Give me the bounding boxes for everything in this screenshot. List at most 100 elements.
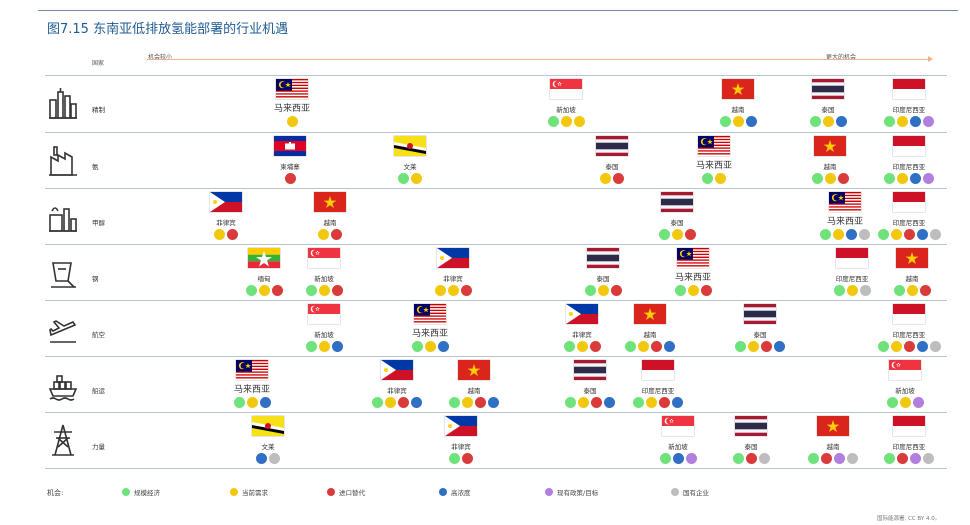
opportunity-dot bbox=[903, 229, 915, 240]
country-label: 越南 bbox=[826, 443, 840, 451]
opportunity-dot bbox=[610, 285, 622, 296]
row-divider bbox=[45, 188, 947, 189]
opportunity-dot bbox=[411, 173, 422, 184]
opportunity-dot bbox=[916, 229, 928, 240]
country-label: 越南 bbox=[823, 163, 837, 171]
row-divider bbox=[45, 468, 947, 469]
opportunity-dots bbox=[735, 341, 785, 352]
opportunity-dots bbox=[732, 453, 770, 464]
opportunity-dot bbox=[684, 229, 696, 240]
opportunity-dots bbox=[702, 173, 726, 184]
opportunity-dot bbox=[475, 397, 486, 408]
opportunity-axis-arrow bbox=[147, 56, 933, 62]
opportunity-dots bbox=[893, 285, 931, 296]
country-label: 菲律宾 bbox=[451, 443, 471, 451]
opportunity-dot bbox=[929, 229, 941, 240]
opportunity-dot bbox=[820, 229, 831, 240]
opportunity-dot bbox=[834, 453, 845, 464]
opportunity-dot bbox=[259, 397, 271, 408]
opportunity-dots bbox=[305, 341, 343, 352]
country-label: 泰国 bbox=[753, 331, 767, 339]
opportunity-dots bbox=[434, 285, 472, 296]
opportunity-dot bbox=[462, 397, 473, 408]
opportunity-dots bbox=[233, 397, 271, 408]
opportunity-dot bbox=[912, 397, 924, 408]
opportunity-dot bbox=[923, 116, 934, 127]
opportunity-dots bbox=[411, 341, 449, 352]
opportunity-dots bbox=[719, 116, 757, 127]
opportunity-dot bbox=[906, 285, 918, 296]
opportunity-dot bbox=[811, 173, 823, 184]
opportunity-dot bbox=[434, 285, 446, 296]
opportunity-dots bbox=[833, 285, 871, 296]
flag-thailand bbox=[596, 136, 628, 156]
country-label: 泰国 bbox=[583, 387, 597, 395]
row-divider bbox=[45, 412, 947, 413]
opportunity-dot bbox=[672, 397, 683, 408]
flag-thailand bbox=[587, 248, 619, 268]
opportunity-dot bbox=[576, 341, 588, 352]
flag-philippines bbox=[445, 416, 477, 436]
country-label: 印度尼西亚 bbox=[892, 219, 926, 227]
opportunity-dot bbox=[372, 397, 383, 408]
opportunity-dot bbox=[700, 285, 712, 296]
flag-singapore bbox=[550, 79, 582, 99]
opportunity-dot bbox=[919, 285, 931, 296]
opportunity-dot bbox=[809, 116, 821, 127]
opportunity-dot bbox=[563, 341, 575, 352]
opportunity-dot bbox=[923, 173, 934, 184]
opportunity-dot bbox=[398, 173, 409, 184]
opportunity-dot bbox=[214, 229, 225, 240]
opportunity-dot bbox=[910, 453, 921, 464]
flag-malaysia bbox=[677, 248, 709, 268]
opportunity-dot bbox=[835, 116, 847, 127]
country-label: 泰国 bbox=[605, 163, 619, 171]
country-label: 菲律宾 bbox=[572, 331, 592, 339]
flag-malaysia bbox=[236, 360, 268, 380]
opportunity-dot bbox=[859, 229, 870, 240]
opportunity-dot bbox=[227, 229, 238, 240]
legend-swatch bbox=[671, 488, 679, 496]
opportunity-dot bbox=[604, 397, 615, 408]
opportunity-dot bbox=[748, 341, 759, 352]
opportunity-dot bbox=[591, 397, 602, 408]
opportunity-dot bbox=[745, 116, 757, 127]
row-divider bbox=[45, 244, 947, 245]
opportunity-dot bbox=[488, 397, 499, 408]
opportunity-dot bbox=[674, 285, 686, 296]
legend-label: 进口替代 bbox=[339, 489, 365, 497]
opportunity-dots bbox=[600, 173, 624, 184]
flag-indonesia bbox=[893, 192, 925, 212]
flag-vietnam bbox=[814, 136, 846, 156]
opportunity-dot bbox=[589, 341, 601, 352]
opportunity-dots bbox=[884, 116, 934, 127]
country-label: 新加坡 bbox=[314, 331, 334, 339]
opportunity-dot bbox=[460, 285, 472, 296]
opportunity-dots bbox=[886, 397, 924, 408]
opportunity-dot bbox=[318, 229, 329, 240]
top-rule bbox=[38, 10, 958, 11]
opportunity-dot bbox=[411, 397, 422, 408]
opportunity-dot bbox=[897, 173, 908, 184]
opportunity-dots bbox=[214, 229, 238, 240]
opportunity-dot bbox=[890, 341, 902, 352]
opportunity-dot bbox=[331, 229, 342, 240]
opportunity-dots bbox=[820, 229, 870, 240]
legend-label: 现有政策/目标 bbox=[557, 489, 599, 497]
flag-thailand bbox=[735, 416, 767, 436]
opportunity-dot bbox=[886, 397, 898, 408]
country-header: 国家 bbox=[92, 60, 105, 67]
opportunity-dots bbox=[584, 285, 622, 296]
country-label: 新加坡 bbox=[668, 443, 688, 451]
opportunity-dots bbox=[449, 397, 499, 408]
country-label: 文莱 bbox=[403, 163, 417, 171]
opportunity-dot bbox=[565, 397, 576, 408]
opportunity-dot bbox=[758, 453, 770, 464]
opportunity-dot bbox=[702, 173, 713, 184]
opportunity-dot bbox=[331, 285, 343, 296]
flag-indonesia bbox=[836, 248, 868, 268]
opportunity-dot bbox=[318, 285, 330, 296]
opportunity-dot bbox=[447, 285, 459, 296]
opportunity-dot bbox=[735, 341, 746, 352]
row-divider bbox=[45, 75, 947, 76]
